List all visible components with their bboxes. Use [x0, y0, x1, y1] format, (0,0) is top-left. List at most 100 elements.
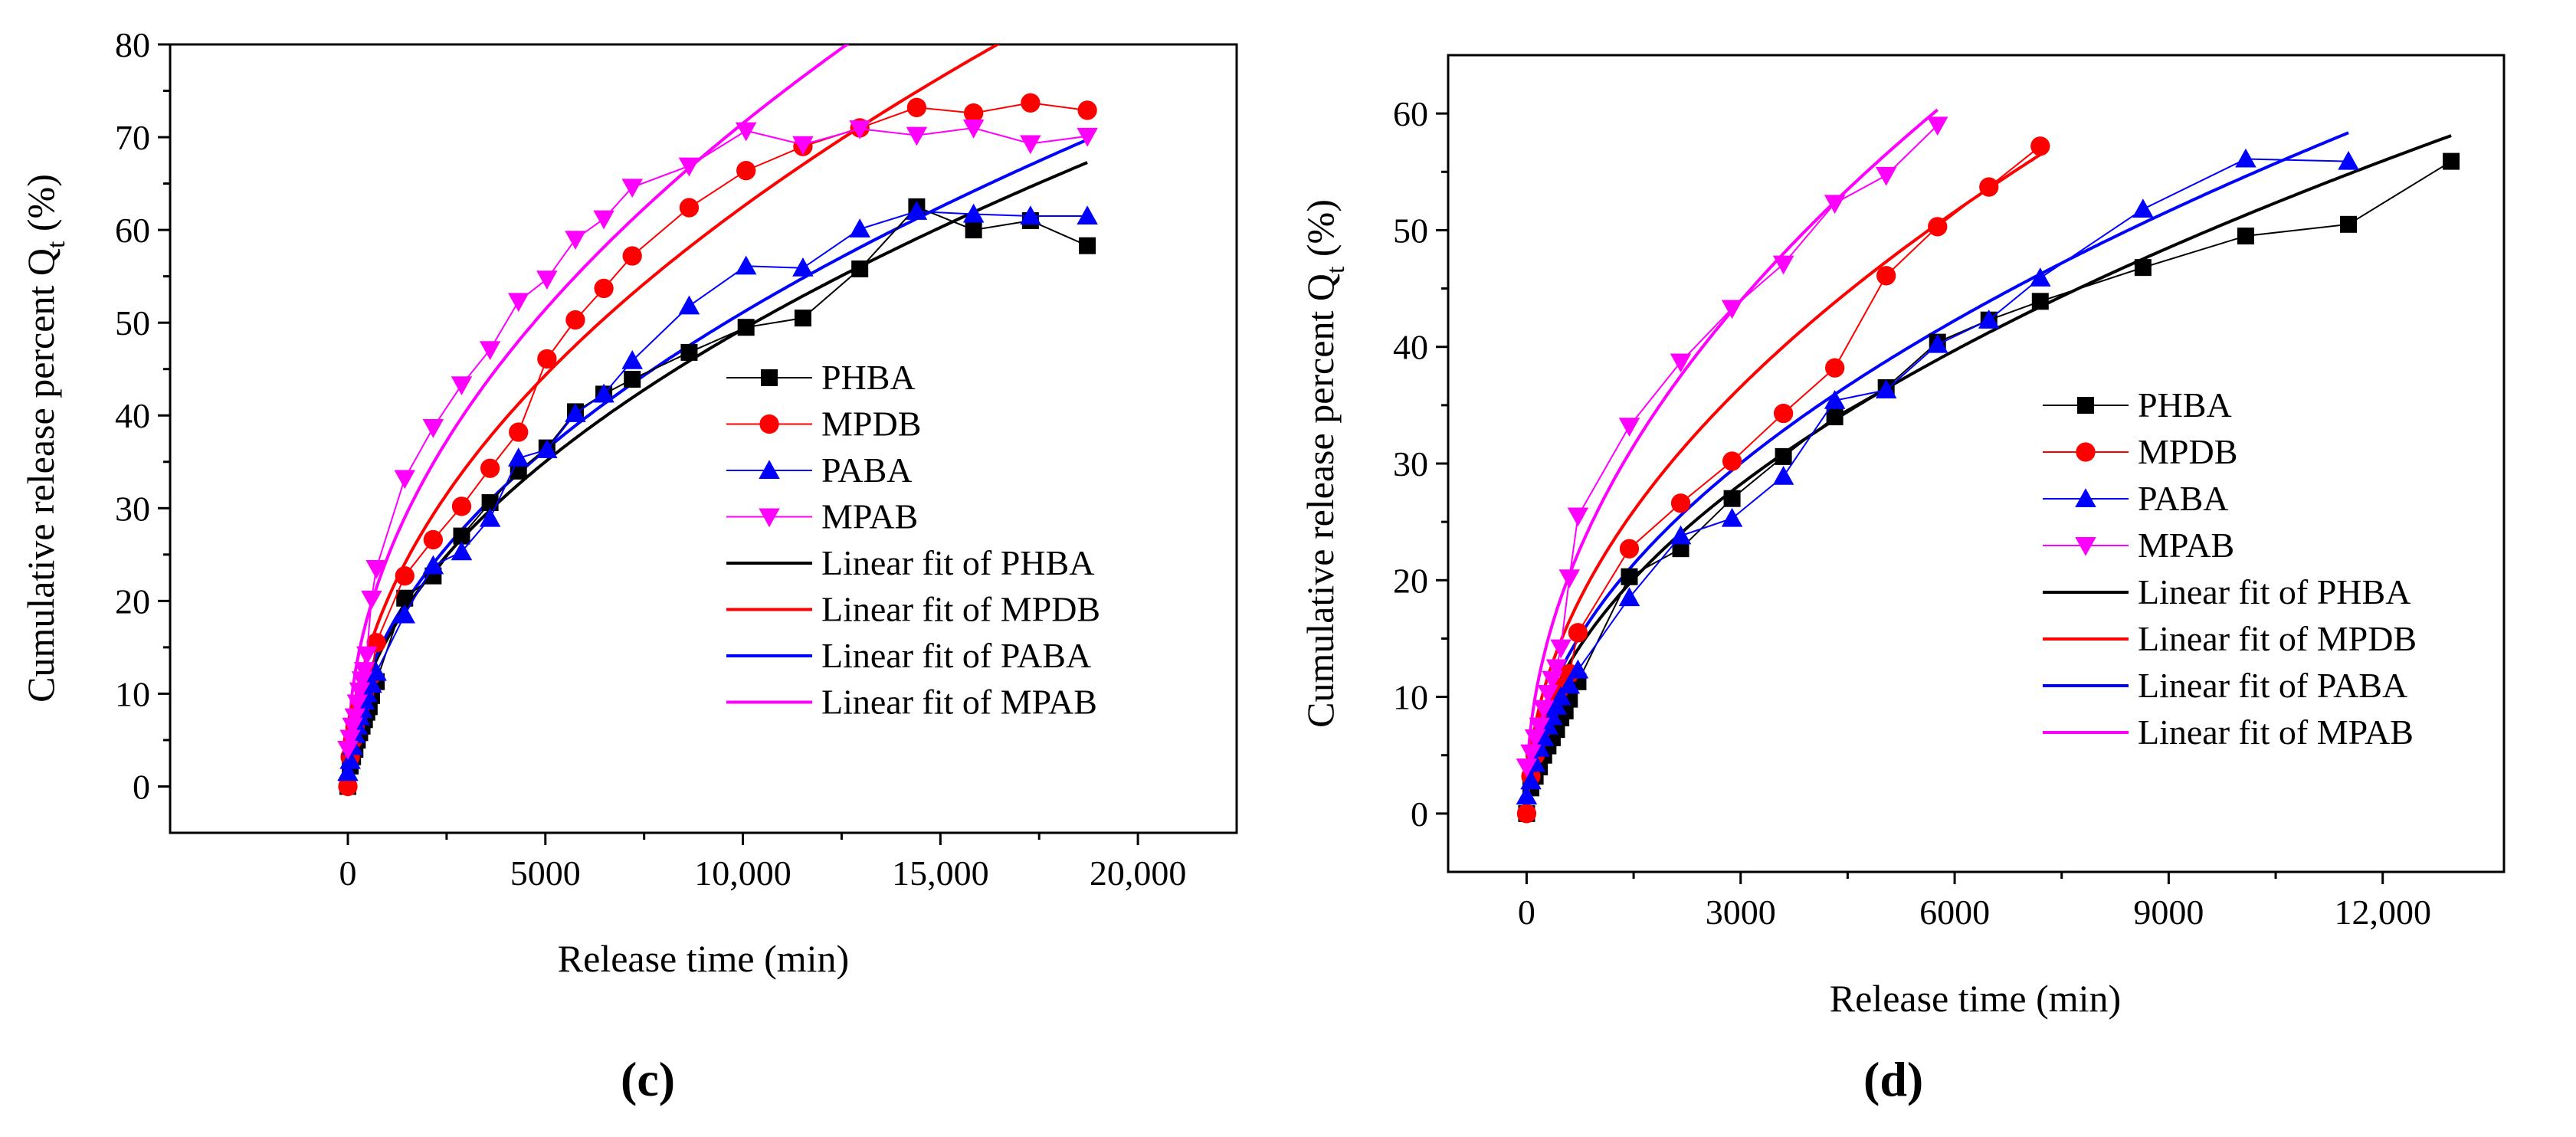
- data-point-phba: [1723, 490, 1741, 507]
- data-point-paba: [339, 749, 361, 769]
- legend-label-phba: PHBA: [2138, 385, 2232, 424]
- data-point-mpdb: [1021, 93, 1041, 113]
- y-tick-label-d: 60: [1393, 94, 1428, 133]
- plot-frame-c: [169, 43, 1238, 834]
- y-tick-label-d: 20: [1393, 561, 1428, 600]
- data-point-paba: [394, 604, 415, 624]
- fit-line-linear-fit-of-phba: [346, 161, 1088, 782]
- legend-marker-paba: [2075, 488, 2096, 507]
- y-tick-label-c: 40: [115, 396, 150, 435]
- data-point-mpab: [1670, 353, 1692, 373]
- x-axis-label-d: Release time (min): [1830, 977, 2121, 1020]
- data-point-paba: [2338, 150, 2359, 170]
- data-point-phba: [481, 494, 499, 512]
- x-tick-label-d: 0: [1518, 893, 1535, 932]
- data-point-mpdb: [1670, 493, 1691, 513]
- data-point-phba: [2031, 293, 2049, 310]
- data-point-mpdb: [963, 103, 984, 123]
- data-point-mpab: [1875, 166, 1897, 186]
- legend-label-mpdb: MPDB: [2138, 432, 2237, 471]
- data-point-mpdb: [1824, 358, 1845, 378]
- data-point-mpdb: [1773, 403, 1794, 424]
- y-axis-label-main-c: Cumulative release percent Q: [19, 248, 62, 703]
- data-point-mpdb: [594, 278, 614, 299]
- data-point-mpab: [351, 671, 373, 691]
- legend-label-mpdb: MPDB: [821, 405, 921, 444]
- fit-curves-c: [346, 44, 1088, 782]
- data-point-paba: [849, 218, 870, 238]
- data-point-phba: [453, 527, 470, 545]
- data-point-mpab: [792, 136, 814, 156]
- data-point-mpab: [735, 122, 757, 142]
- data-point-paba: [2235, 148, 2256, 168]
- x-tick-label-d: 9000: [2133, 893, 2204, 932]
- legend-c: PHBA MPDB PABA MPAB Linear fit of PHBA Linear…: [726, 358, 1100, 722]
- data-point-paba: [451, 541, 473, 561]
- data-point-mpdb: [679, 198, 700, 218]
- data-point-mpdb: [537, 349, 557, 369]
- data-point-paba: [678, 295, 700, 315]
- data-point-phba: [1826, 408, 1844, 426]
- legend-marker-mpab: [2075, 537, 2096, 556]
- data-point-mpdb: [1077, 100, 1097, 120]
- legend-label-paba: PABA: [2138, 479, 2228, 518]
- data-point-paba: [1824, 390, 1846, 409]
- data-point-mpab: [1545, 659, 1568, 679]
- data-point-mpdb: [423, 529, 444, 550]
- data-point-mpab: [1516, 758, 1538, 778]
- data-point-mpab: [1529, 717, 1550, 737]
- data-point-phba: [624, 371, 641, 388]
- data-point-paba: [536, 439, 558, 459]
- data-point-mpab: [337, 741, 359, 760]
- y-tick-label-c: 80: [115, 25, 150, 64]
- data-point-mpab: [1537, 685, 1559, 704]
- x-tick-label-d: 3000: [1706, 893, 1776, 932]
- y-tick-label-c: 30: [115, 489, 150, 528]
- data-point-mpdb: [1516, 804, 1537, 824]
- data-point-mpab: [422, 418, 444, 438]
- data-point-phba: [737, 319, 755, 336]
- data-point-paba: [422, 555, 444, 575]
- y-tick-label-c: 0: [133, 767, 150, 806]
- fit-line-linear-fit-of-mpdb: [346, 44, 1001, 782]
- y-axis-label-sub-c: t: [42, 241, 70, 248]
- data-point-paba: [507, 447, 529, 467]
- y-tick-label-d: 10: [1393, 678, 1428, 717]
- data-point-paba: [1875, 379, 1897, 399]
- y-axis-label-unit-c: (%): [19, 174, 62, 241]
- data-point-mpab: [1926, 116, 1948, 136]
- data-point-mpdb: [1568, 623, 1588, 643]
- data-point-mpdb: [1876, 266, 1896, 286]
- y-axis-label-d: Cumulative release percent Qt (%): [1299, 199, 1350, 728]
- x-axis-label-c: Release time (min): [558, 937, 849, 980]
- y-tick-label-c: 50: [115, 303, 150, 342]
- data-point-phba: [851, 260, 869, 277]
- legend-label-phba: PHBA: [821, 358, 916, 397]
- series-line-mpab: [1526, 124, 1939, 768]
- chart-panel-d: 0 3000 6000 9000 12,000 0 10 20 30 40 50 60 PHBA MPD…: [1299, 54, 2506, 1020]
- data-point-mpab: [349, 682, 371, 702]
- data-point-mpab: [849, 120, 870, 139]
- data-point-paba: [1618, 587, 1640, 607]
- panel-label-c: (c): [621, 1052, 676, 1106]
- legend-fit-label: Linear fit of MPDB: [2138, 619, 2417, 658]
- data-point-paba: [1558, 674, 1581, 694]
- legend-marker-phba: [761, 369, 778, 386]
- data-point-mpab: [451, 376, 473, 396]
- data-point-mpab: [1020, 135, 1041, 155]
- data-point-mpab: [1520, 744, 1542, 764]
- data-point-paba: [365, 661, 387, 681]
- y-tick-label-c: 10: [115, 674, 150, 713]
- data-point-mpab: [1618, 418, 1640, 437]
- data-point-mpab: [565, 231, 586, 250]
- data-point-mpab: [353, 662, 375, 681]
- x-tick-label-c: 15,000: [892, 854, 989, 893]
- data-point-phba: [396, 589, 414, 607]
- x-tick-label-c: 10,000: [694, 854, 791, 893]
- data-point-mpdb: [622, 246, 642, 266]
- x-tick-label-d: 12,000: [2334, 893, 2431, 932]
- data-point-mpab: [339, 729, 361, 749]
- data-point-paba: [1020, 205, 1041, 224]
- data-point-paba: [1670, 525, 1692, 545]
- data-point-paba: [621, 350, 643, 369]
